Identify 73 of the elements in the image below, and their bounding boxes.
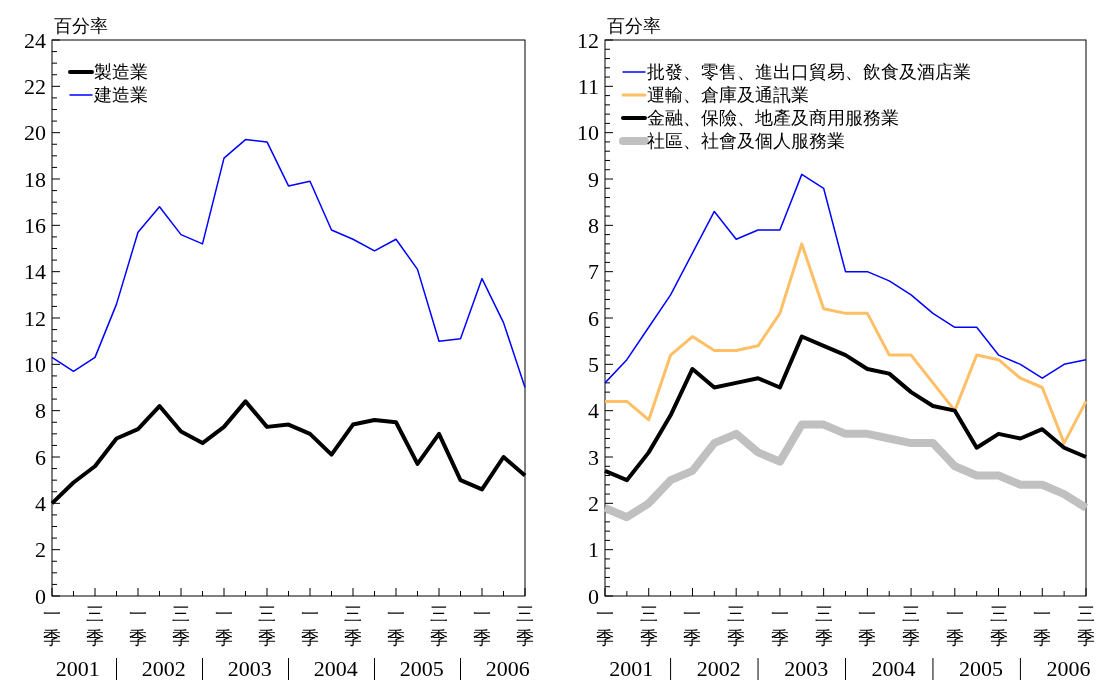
text: 2001 — [609, 656, 654, 681]
text: 2005 — [959, 656, 1004, 681]
y-tick-label: 5 — [588, 352, 599, 378]
text: 2005 — [399, 656, 444, 681]
legend-label: 建造業 — [93, 85, 148, 106]
y-tick-label: 8 — [588, 213, 599, 239]
y-tick-label: 11 — [577, 74, 599, 100]
x-tick-label: 三季 — [344, 604, 362, 648]
y-tick-label: 10 — [577, 120, 599, 146]
x-tick-label: 三季 — [902, 604, 921, 648]
legend-label: 運輸、倉庫及通訊業 — [647, 85, 809, 106]
y-tick-label: 20 — [24, 120, 46, 146]
x-tick-label: 一季 — [1033, 604, 1052, 648]
y-axis-title: 百分率 — [54, 16, 108, 36]
y-tick-label: 18 — [24, 166, 46, 192]
y-tick-label: 0 — [35, 583, 46, 609]
y-tick-label: 4 — [588, 398, 599, 424]
y-tick-label: 6 — [35, 444, 46, 470]
legend-label: 批發、零售、進出口貿易、飲食及酒店業 — [647, 62, 971, 83]
x-tick-label: 一季 — [473, 604, 491, 648]
y-tick-label: 22 — [24, 74, 46, 100]
x-tick-label: 三季 — [516, 604, 534, 648]
y-axis-title: 百分率 — [607, 16, 661, 36]
x-tick-label: 三季 — [989, 604, 1008, 648]
legend-label: 製造業 — [94, 62, 148, 83]
text: 2001 — [55, 656, 100, 681]
y-tick-label: 12 — [24, 305, 46, 331]
text: 2004 — [313, 656, 358, 681]
y-tick-label: 2 — [35, 537, 46, 563]
legend-label: 社區、社會及個人服務業 — [647, 131, 845, 152]
y-tick-label: 4 — [35, 491, 46, 517]
x-tick-label: 一季 — [387, 604, 405, 648]
x-tick-label: 一季 — [129, 604, 147, 648]
line-series — [51, 138, 526, 389]
x-tick-label: 一季 — [683, 604, 702, 648]
y-tick-label: 24 — [24, 27, 46, 53]
x-tick-label: 一季 — [43, 604, 61, 648]
y-tick-label: 3 — [588, 444, 599, 470]
y-tick-label: 2 — [588, 491, 599, 517]
y-tick-label: 9 — [588, 166, 599, 192]
y-tick-label: 8 — [35, 398, 46, 424]
y-tick-label: 16 — [24, 213, 46, 239]
text: 2004 — [871, 656, 916, 681]
y-tick-label: 6 — [588, 305, 599, 331]
x-tick-label: 一季 — [301, 604, 319, 648]
x-tick-label: 三季 — [86, 604, 104, 648]
y-tick-label: 14 — [24, 259, 46, 285]
y-tick-label: 10 — [24, 352, 46, 378]
text: 2002 — [696, 656, 741, 681]
x-tick-label: 一季 — [770, 604, 789, 648]
x-tick-label: 三季 — [430, 604, 448, 648]
x-tick-label: 一季 — [215, 604, 233, 648]
text: 2006 — [1046, 656, 1091, 681]
x-tick-label: 三季 — [172, 604, 190, 648]
y-tick-label: 0 — [588, 583, 599, 609]
x-tick-label: 三季 — [814, 604, 833, 648]
text: 2002 — [141, 656, 186, 681]
line-series — [603, 242, 1088, 445]
x-tick-label: 三季 — [639, 604, 658, 648]
text: 2006 — [485, 656, 530, 681]
x-tick-label: 三季 — [727, 604, 746, 648]
x-tick-label: 一季 — [858, 604, 877, 648]
y-tick-label: 7 — [588, 259, 599, 285]
y-tick-label: 12 — [577, 27, 599, 53]
text: 2003 — [784, 656, 829, 681]
x-tick-label: 三季 — [258, 604, 276, 648]
line-series — [604, 173, 1087, 384]
x-tick-label: 一季 — [945, 604, 964, 648]
text: 2003 — [227, 656, 272, 681]
x-tick-label: 三季 — [1077, 604, 1095, 648]
legend-label: 金融、保險、地產及商用服務業 — [647, 108, 899, 129]
y-tick-label: 1 — [588, 537, 599, 563]
x-tick-label: 一季 — [596, 604, 614, 648]
